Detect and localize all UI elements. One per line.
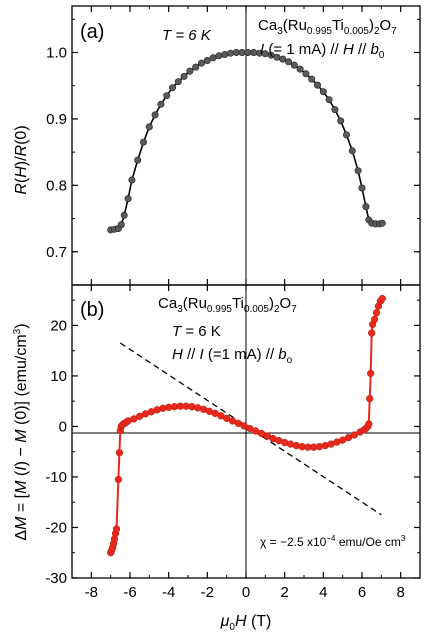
panel-b-series <box>107 294 386 557</box>
panel-b-xtick-label: -6 <box>123 584 136 601</box>
panel-a-data-point <box>180 72 188 80</box>
panel-b-linear-fit-line <box>119 342 382 516</box>
panel-a-data-point <box>163 92 171 100</box>
panel-a-data-point <box>140 138 148 146</box>
panel-a-condition: I (= 1 mA) // H // b0 <box>260 41 385 61</box>
panel-a-data-point <box>313 81 321 89</box>
panel-b-ytick-label: 10 <box>50 368 67 385</box>
panel-a-data-point <box>238 48 246 56</box>
panel-a-data-point <box>227 49 235 57</box>
panel-a-data-point <box>128 176 136 184</box>
panel-b-label: (b) <box>80 299 104 321</box>
panel-a-data-point <box>348 147 356 155</box>
panel-b-data-point <box>115 449 124 457</box>
panel-a-data-point <box>337 117 345 125</box>
panel-b-ytick-label: 20 <box>50 317 67 334</box>
panel-a-ytick-label: 0.8 <box>46 177 67 194</box>
panel-b-data-point <box>372 309 381 317</box>
panel-b-xtick-label: 4 <box>319 584 327 601</box>
panel-a-data-point <box>308 75 316 83</box>
panel-a-data-point <box>378 219 386 227</box>
panel-a-ytick-label: 1.0 <box>46 45 67 62</box>
panel-b-data-point <box>350 431 358 439</box>
panel-a-data-point <box>151 111 159 119</box>
panel-b-xtick-label: 2 <box>280 584 288 601</box>
panel-a-data-point <box>250 48 258 56</box>
panel-a-data-point <box>169 84 177 92</box>
panel-a-data-point <box>186 67 194 75</box>
panel-b-data-point <box>366 395 374 403</box>
panel-b-ytick-label: -20 <box>45 519 67 536</box>
panel-b-data-point <box>365 420 373 428</box>
panel-a-data-point <box>279 55 287 63</box>
panel-a-data-point <box>221 50 229 58</box>
panel-a-temperature: T = 6 K <box>162 27 212 44</box>
panel-b-condition: H // I (=1 mA) // bo <box>172 346 293 366</box>
panel-a-data-point <box>124 195 132 203</box>
panel-b-data-point <box>114 475 123 484</box>
panel-b-temperature: T = 6 K <box>172 323 221 340</box>
panel-b-data-point <box>367 369 375 378</box>
panel-b-data-point <box>370 315 379 324</box>
panel-a-data-point <box>203 56 211 64</box>
panel-b-xtick-label: 0 <box>242 584 250 601</box>
panel-b-xtick-label: 8 <box>396 584 404 601</box>
panel-b-xtick-label: -8 <box>85 584 98 601</box>
panel-a-data-point <box>325 96 333 104</box>
panel-a-data-point <box>209 54 217 62</box>
panel-a-ytick-label: 0.9 <box>46 111 67 128</box>
panel-b-compound: Ca3(Ru0.995Ti0.005)2O7 <box>158 295 297 315</box>
panel-a-data-point <box>284 58 292 66</box>
panel-a-data-point <box>117 221 125 229</box>
panel-a-data-point <box>319 88 327 96</box>
panel-a-data-point <box>354 167 362 175</box>
panel-a-data-point <box>244 48 252 56</box>
panel-a-compound: Ca3(Ru0.995Ti0.005)2O7 <box>258 17 397 37</box>
panel-a-data-point <box>331 106 339 114</box>
panel-a-data-point <box>120 211 128 219</box>
panel-b-chi: χ = −2.5 x10−4 emu/Oe cm3 <box>260 534 406 549</box>
panel-a-data-point <box>174 78 182 86</box>
panel-a-ticks: 0.7 0.8 0.9 1.0 <box>46 6 421 286</box>
panel-b-ytick-label: -10 <box>45 469 67 486</box>
panel-a-data-point <box>215 52 223 60</box>
panel-b-xtick-label: -2 <box>201 584 214 601</box>
panel-a-data-point <box>302 70 310 78</box>
panel-a-ylabel: R(H)/R(0) <box>13 125 30 194</box>
panel-b-data-point <box>368 329 376 337</box>
panel-b-data-point <box>112 525 121 533</box>
panel-a-data-point <box>362 203 370 211</box>
panel-b-ytick-label: 0 <box>59 418 67 435</box>
panel-a-label: (a) <box>80 21 104 43</box>
panel-b-ylabel: ΔM = [M (I) − M (0)] (emu/cm3) <box>12 323 30 540</box>
panel-a-data-point <box>232 48 240 56</box>
panel-a-data-point <box>290 61 298 69</box>
panel-a-data-point <box>145 123 153 131</box>
panel-a-data-point <box>342 131 350 139</box>
panel-b-ytick-label: -30 <box>45 570 67 587</box>
panel-b-data-point <box>378 294 386 303</box>
panel-a-data-point <box>192 63 200 71</box>
xlabel: μ0H (T) <box>220 613 272 633</box>
panel-a-data-point <box>157 100 165 108</box>
panel-a-data-point <box>198 59 206 67</box>
panel-a-data-point <box>296 65 304 73</box>
panel-a-data-point <box>134 156 142 164</box>
panel-b-xtick-label: 6 <box>358 584 366 601</box>
panel-b-xtick-label: -4 <box>162 584 175 601</box>
panel-a-ytick-label: 0.7 <box>46 244 67 261</box>
panel-a-series <box>107 48 386 234</box>
panel-a-data-point <box>358 184 366 192</box>
